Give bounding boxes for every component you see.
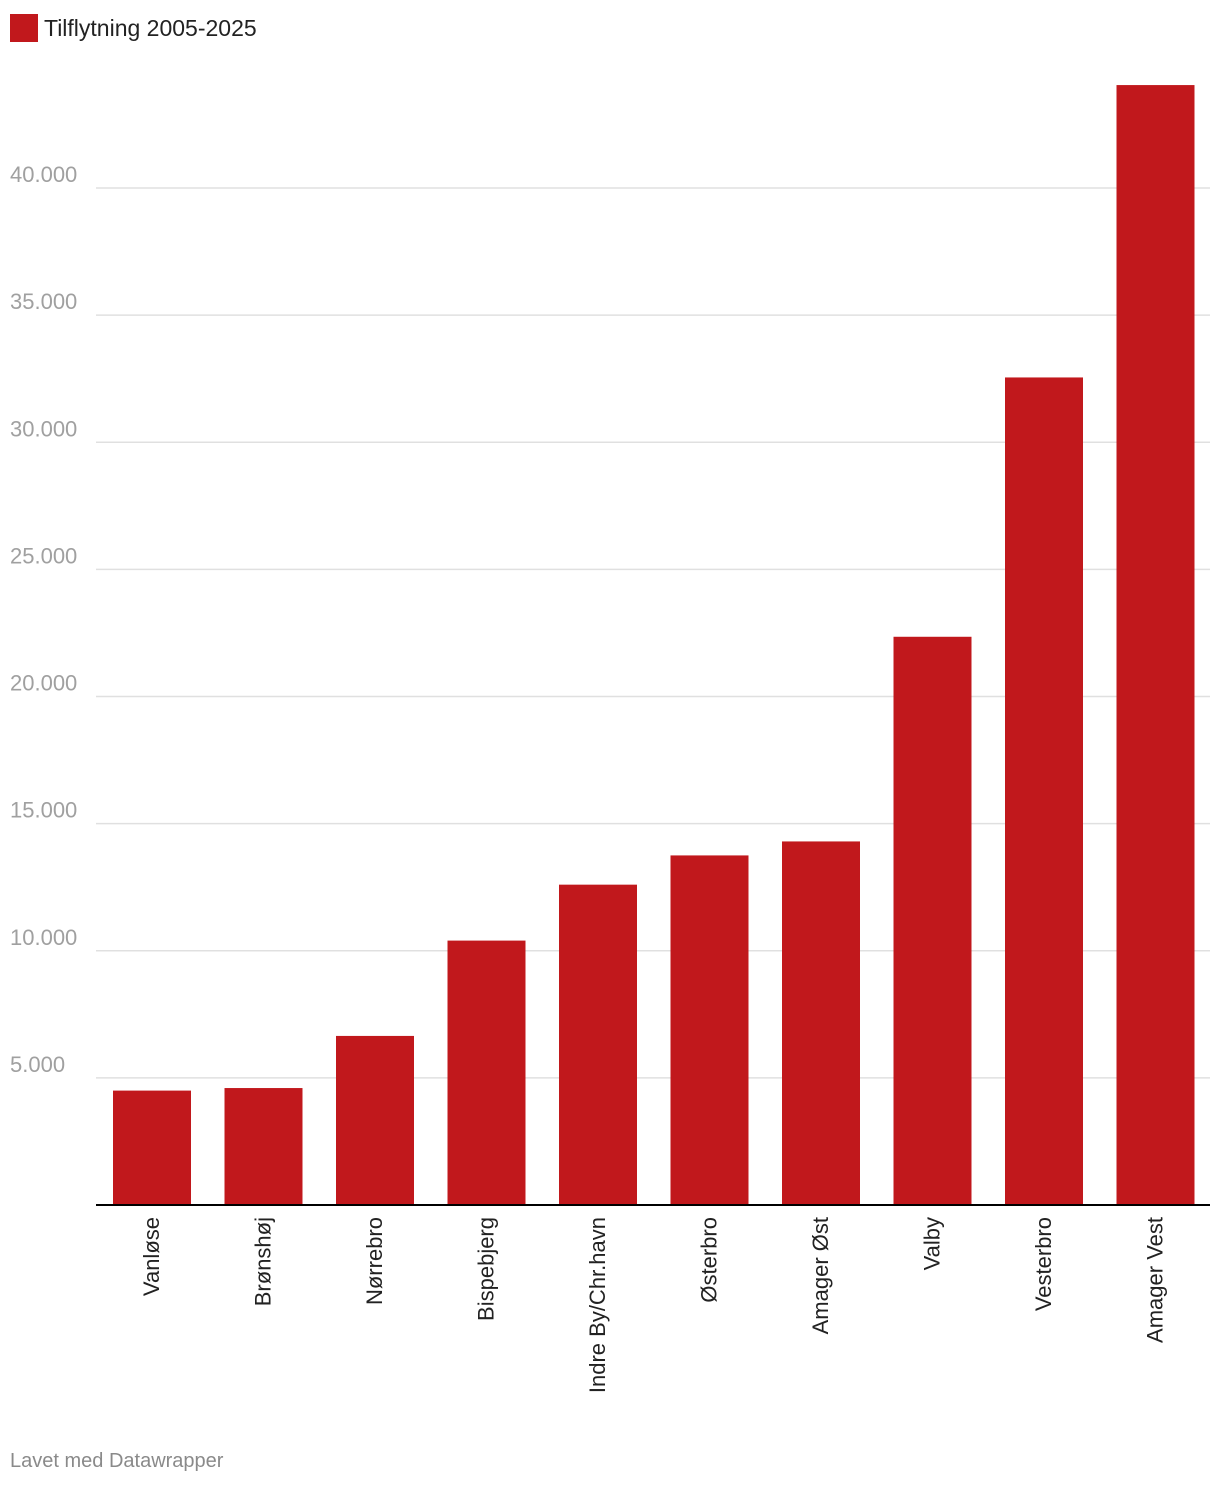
bar — [893, 636, 972, 1205]
bar — [782, 841, 860, 1205]
y-tick-label: 35.000 — [10, 289, 77, 314]
x-tick-label: Nørrebro — [362, 1217, 387, 1305]
y-tick-label: 5.000 — [10, 1052, 65, 1077]
y-tick-label: 20.000 — [10, 671, 77, 696]
x-tick-label: Valby — [920, 1217, 945, 1270]
bar — [1005, 377, 1083, 1205]
x-tick-label: Indre By/Chr.havn — [585, 1217, 610, 1393]
bar — [670, 855, 749, 1205]
footer-credit: Lavet med Datawrapper — [10, 1450, 224, 1472]
legend-label: Tilflytning 2005-2025 — [44, 14, 257, 41]
bar — [336, 1035, 414, 1205]
x-tick-label: Amager Øst — [808, 1217, 833, 1334]
x-tick-label: Amager Vest — [1143, 1217, 1168, 1343]
bar — [224, 1088, 303, 1205]
bar — [559, 884, 637, 1205]
legend-swatch — [10, 14, 38, 42]
y-tick-label: 40.000 — [10, 162, 77, 187]
y-tick-label: 15.000 — [10, 798, 77, 823]
bar — [447, 940, 526, 1205]
bar — [1116, 85, 1195, 1206]
x-tick-label: Vesterbro — [1031, 1217, 1056, 1311]
bar — [113, 1090, 191, 1205]
legend: Tilflytning 2005-2025 — [10, 14, 257, 42]
x-tick-label: Bispebjerg — [474, 1217, 499, 1321]
y-tick-label: 25.000 — [10, 543, 77, 568]
x-tick-label: Vanløse — [139, 1217, 164, 1296]
y-tick-label: 10.000 — [10, 925, 77, 950]
x-tick-label: Brønshøj — [251, 1217, 276, 1306]
y-tick-label: 30.000 — [10, 416, 77, 441]
x-tick-label: Østerbro — [697, 1217, 722, 1303]
